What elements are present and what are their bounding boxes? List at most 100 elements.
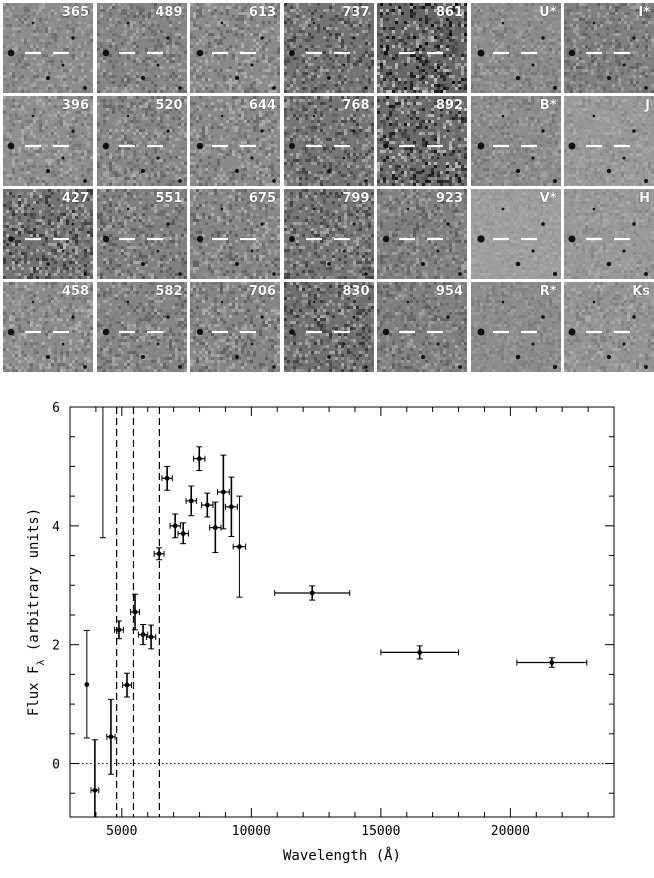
- data-marker: [92, 787, 98, 793]
- y-axis-label: Flux Fλ (arbitrary units): [26, 508, 47, 716]
- data-point: [169, 513, 181, 539]
- stamp-label: 892: [435, 98, 463, 113]
- image-stamp: U*: [470, 3, 561, 93]
- stamp-label: 861: [435, 5, 463, 20]
- image-stamp: Ks: [564, 282, 654, 372]
- image-stamp: 861: [377, 3, 467, 93]
- stamp-label: B*: [539, 98, 557, 113]
- y-tick-label: 0: [52, 758, 60, 773]
- stamp-label: 737: [342, 5, 370, 20]
- data-point: [185, 485, 197, 517]
- data-marker: [188, 498, 194, 504]
- stamp-label: 551: [155, 191, 183, 206]
- data-point: [209, 501, 222, 554]
- image-stamp: 675: [190, 189, 280, 279]
- data-marker: [228, 504, 234, 510]
- data-marker: [237, 544, 242, 550]
- data-point: [83, 629, 90, 739]
- y-tick-label: 6: [52, 401, 60, 416]
- x-tick-label: 15000: [361, 824, 400, 839]
- data-point: [177, 522, 189, 545]
- data-marker: [132, 609, 138, 615]
- image-stamp: J: [564, 96, 654, 186]
- data-point: [216, 454, 230, 530]
- image-stamp: B*: [470, 96, 561, 186]
- stamp-label: Ks: [632, 284, 650, 299]
- y-axis-label-text: Flux Fλ (arbitrary units): [26, 508, 47, 716]
- data-marker: [204, 502, 210, 508]
- data-point: [232, 495, 247, 598]
- data-marker: [212, 525, 218, 531]
- data-marker: [148, 634, 154, 640]
- stamp-label: 799: [342, 191, 370, 206]
- image-stamp: 737: [283, 3, 374, 93]
- stamp-label: I*: [638, 5, 650, 20]
- stamp-label: U*: [539, 5, 557, 20]
- y-tick-label: 4: [52, 520, 60, 535]
- image-stamp: 458: [3, 282, 93, 372]
- stamp-label: 613: [248, 5, 276, 20]
- image-stamp: 706: [190, 282, 280, 372]
- data-marker: [116, 627, 122, 633]
- data-marker: [220, 489, 226, 495]
- x-tick-label: 10000: [232, 824, 271, 839]
- data-marker: [140, 632, 146, 637]
- data-marker: [549, 660, 555, 665]
- image-stamp: 830: [283, 282, 374, 372]
- data-marker: [164, 475, 170, 481]
- data-marker: [84, 682, 90, 687]
- data-point: [114, 620, 124, 640]
- image-stamp: 954: [377, 282, 467, 372]
- x-tick-label: 5000: [106, 824, 137, 839]
- image-stamp: 396: [3, 96, 93, 186]
- data-point: [224, 476, 238, 538]
- data-marker: [180, 531, 186, 536]
- data-marker: [172, 523, 178, 529]
- stamp-label: 427: [61, 191, 89, 206]
- image-stamp: 892: [377, 96, 467, 186]
- data-point: [153, 547, 165, 561]
- stamp-label: 830: [342, 284, 370, 299]
- x-axis-label: Wavelength (Å): [283, 847, 401, 864]
- y-tick-label: 2: [52, 639, 60, 654]
- stamp-label: 644: [248, 98, 276, 113]
- stamp-label: 365: [61, 5, 89, 20]
- stamp-label: 923: [435, 191, 463, 206]
- image-stamp: 799: [283, 189, 374, 279]
- data-point: [122, 672, 132, 698]
- image-stamp: 365: [3, 3, 93, 93]
- data-marker: [196, 456, 202, 462]
- data-point: [161, 465, 173, 491]
- data-point: [380, 645, 460, 660]
- image-stamp: I*: [564, 3, 654, 93]
- data-point: [274, 585, 351, 601]
- image-stamp: 613: [190, 3, 280, 93]
- image-stamp: H: [564, 189, 654, 279]
- data-point: [145, 624, 157, 650]
- data-marker: [124, 682, 130, 688]
- stamp-label: 675: [248, 191, 276, 206]
- image-stamp: 768: [283, 96, 374, 186]
- data-point: [90, 739, 100, 817]
- stamp-label: 582: [155, 284, 183, 299]
- image-stamp: V*: [470, 189, 561, 279]
- image-stamp: 489: [96, 3, 187, 93]
- stamp-label: 520: [155, 98, 183, 113]
- data-point: [201, 492, 214, 518]
- stamp-label: 396: [61, 98, 89, 113]
- stamp-label: R*: [539, 284, 557, 299]
- data-point: [193, 446, 206, 472]
- stamp-label: 458: [61, 284, 89, 299]
- stamp-label: H: [639, 191, 650, 206]
- image-stamp: 551: [96, 189, 187, 279]
- stamp-label: 768: [342, 98, 370, 113]
- data-marker: [156, 551, 162, 557]
- image-stamp: R*: [470, 282, 561, 372]
- image-stamp: 644: [190, 96, 280, 186]
- data-point: [106, 698, 116, 775]
- image-stamp: 582: [96, 282, 187, 372]
- stamp-label: 706: [248, 284, 276, 299]
- data-marker: [108, 734, 114, 740]
- stamp-label: V*: [539, 191, 557, 206]
